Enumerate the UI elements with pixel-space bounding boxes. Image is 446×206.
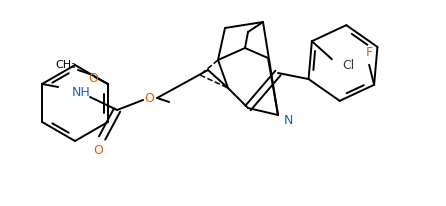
- Text: CH₃: CH₃: [56, 60, 76, 70]
- Text: N: N: [283, 114, 293, 126]
- Text: NH: NH: [72, 85, 91, 98]
- Text: F: F: [366, 46, 373, 59]
- Text: Cl: Cl: [342, 59, 354, 72]
- Text: O: O: [88, 71, 98, 84]
- Text: O: O: [144, 91, 154, 104]
- Text: O: O: [93, 144, 103, 157]
